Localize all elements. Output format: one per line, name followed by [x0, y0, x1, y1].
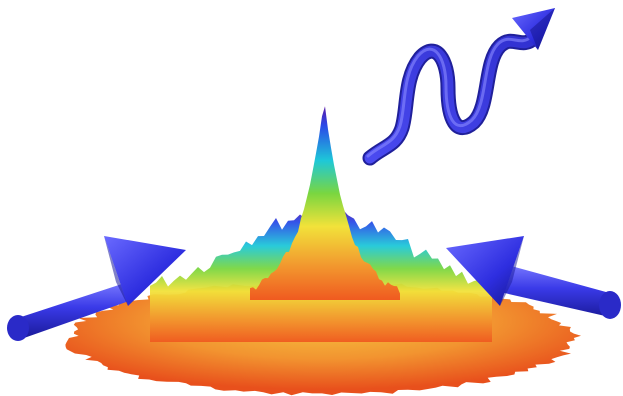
- arrow-left-icon: [446, 236, 621, 319]
- distribution-peak: [150, 106, 492, 342]
- wavy-arrow-icon: [362, 8, 555, 166]
- arrow-right-icon: [7, 236, 186, 341]
